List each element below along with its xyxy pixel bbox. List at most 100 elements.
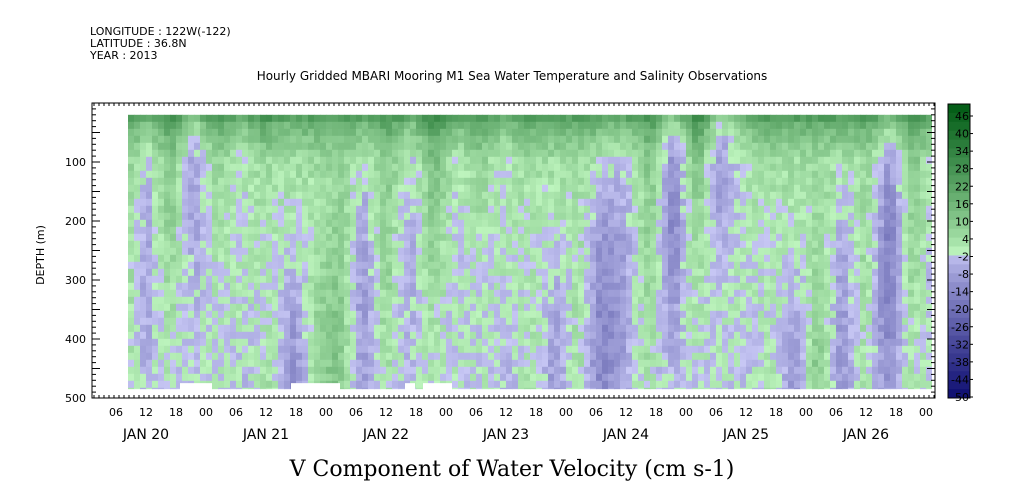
heatmap-cell bbox=[308, 219, 315, 228]
heatmap-cell bbox=[536, 310, 543, 319]
heatmap-cell bbox=[536, 352, 543, 361]
heatmap-cell bbox=[452, 128, 459, 137]
heatmap-cell bbox=[602, 163, 609, 172]
heatmap-cell bbox=[350, 338, 357, 347]
heatmap-cell bbox=[152, 233, 159, 242]
heatmap-cell bbox=[326, 261, 333, 270]
heatmap-cell bbox=[254, 156, 261, 165]
heatmap-cell bbox=[686, 128, 693, 137]
heatmap-cell bbox=[506, 317, 513, 326]
heatmap-cell bbox=[476, 254, 483, 263]
heatmap-cell bbox=[482, 261, 489, 270]
heatmap-cell bbox=[416, 282, 423, 291]
heatmap-cell bbox=[254, 366, 261, 375]
heatmap-cell bbox=[560, 135, 567, 144]
heatmap-cell bbox=[410, 359, 417, 368]
heatmap-cell bbox=[152, 331, 159, 340]
heatmap-cell bbox=[560, 331, 567, 340]
heatmap-cell bbox=[206, 184, 213, 193]
heatmap-cell bbox=[278, 289, 285, 298]
heatmap-cell bbox=[320, 156, 327, 165]
heatmap-cell bbox=[212, 268, 219, 277]
heatmap-cell bbox=[776, 212, 783, 221]
heatmap-cell bbox=[512, 338, 519, 347]
heatmap-cell bbox=[476, 373, 483, 382]
heatmap-cell bbox=[278, 219, 285, 228]
heatmap-cell bbox=[464, 366, 471, 375]
heatmap-cell bbox=[398, 142, 405, 151]
heatmap-cell bbox=[290, 289, 297, 298]
heatmap-cell bbox=[506, 310, 513, 319]
heatmap-cell bbox=[338, 149, 345, 158]
heatmap-cell bbox=[230, 268, 237, 277]
heatmap-cell bbox=[770, 366, 777, 375]
heatmap-cell bbox=[608, 191, 615, 200]
heatmap-cell bbox=[290, 310, 297, 319]
heatmap-cell bbox=[470, 177, 477, 186]
heatmap-cell bbox=[194, 205, 201, 214]
heatmap-cell bbox=[680, 240, 687, 249]
heatmap-cell bbox=[386, 387, 393, 390]
heatmap-cell bbox=[134, 247, 141, 256]
heatmap-cell bbox=[620, 261, 627, 270]
heatmap-cell bbox=[434, 142, 441, 151]
heatmap-cell bbox=[236, 240, 243, 249]
heatmap-cell bbox=[362, 247, 369, 256]
heatmap-cell bbox=[644, 268, 651, 277]
heatmap-cell bbox=[710, 149, 717, 158]
heatmap-cell bbox=[404, 254, 411, 263]
heatmap-cell bbox=[536, 345, 543, 354]
heatmap-cell bbox=[626, 380, 633, 389]
heatmap-cell bbox=[380, 275, 387, 284]
heatmap-cell bbox=[440, 184, 447, 193]
heatmap-cell bbox=[872, 324, 879, 333]
heatmap-cell bbox=[134, 128, 141, 137]
heatmap-cell bbox=[830, 114, 837, 123]
heatmap-cell bbox=[860, 282, 867, 291]
heatmap-cell bbox=[764, 296, 771, 305]
heatmap-cell bbox=[350, 331, 357, 340]
heatmap-cell bbox=[800, 212, 807, 221]
heatmap-cell bbox=[554, 163, 561, 172]
heatmap-cell bbox=[578, 268, 585, 277]
heatmap-cell bbox=[164, 261, 171, 270]
heatmap-cell bbox=[530, 170, 537, 179]
heatmap-cell bbox=[134, 324, 141, 333]
heatmap-cell bbox=[614, 303, 621, 312]
heatmap-cell bbox=[404, 317, 411, 326]
heatmap-cell bbox=[536, 135, 543, 144]
heatmap-cell bbox=[236, 184, 243, 193]
heatmap-cell bbox=[800, 135, 807, 144]
heatmap-cell bbox=[830, 156, 837, 165]
heatmap-cell bbox=[740, 366, 747, 375]
heatmap-cell bbox=[446, 352, 453, 361]
heatmap-cell bbox=[224, 121, 231, 130]
heatmap-cell bbox=[194, 359, 201, 368]
heatmap-cell bbox=[212, 170, 219, 179]
heatmap-cell bbox=[722, 212, 729, 221]
heatmap-cell bbox=[146, 205, 153, 214]
heatmap-cell bbox=[218, 247, 225, 256]
heatmap-cell bbox=[644, 198, 651, 207]
heatmap-cell bbox=[560, 219, 567, 228]
heatmap-cell bbox=[572, 212, 579, 221]
heatmap-cell bbox=[266, 282, 273, 291]
heatmap-cell bbox=[158, 212, 165, 221]
heatmap-cell bbox=[344, 345, 351, 354]
heatmap-cell bbox=[740, 121, 747, 130]
heatmap-cell bbox=[290, 184, 297, 193]
heatmap-cell bbox=[494, 142, 501, 151]
heatmap-cell bbox=[698, 163, 705, 172]
heatmap-cell bbox=[296, 317, 303, 326]
heatmap-cell bbox=[590, 275, 597, 284]
heatmap-cell bbox=[374, 121, 381, 130]
heatmap-cell bbox=[434, 128, 441, 137]
heatmap-cell bbox=[716, 191, 723, 200]
heatmap-cell bbox=[512, 345, 519, 354]
heatmap-cell bbox=[782, 163, 789, 172]
heatmap-cell bbox=[146, 275, 153, 284]
heatmap-cell bbox=[176, 282, 183, 291]
heatmap-cell bbox=[680, 296, 687, 305]
heatmap-cell bbox=[434, 177, 441, 186]
heatmap-cell bbox=[152, 170, 159, 179]
